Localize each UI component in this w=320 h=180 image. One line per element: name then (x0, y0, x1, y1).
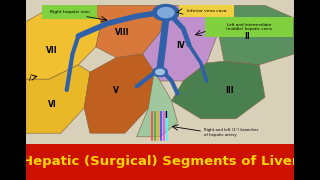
Circle shape (153, 68, 167, 76)
Polygon shape (212, 5, 294, 65)
Text: V: V (113, 86, 119, 94)
Polygon shape (142, 5, 218, 81)
FancyBboxPatch shape (294, 0, 306, 180)
Circle shape (156, 69, 164, 75)
Text: Left and intermediate
(middle) hepatic veins: Left and intermediate (middle) hepatic v… (226, 23, 272, 31)
Circle shape (158, 8, 174, 18)
Text: I: I (29, 76, 31, 82)
Text: I: I (164, 111, 167, 120)
Text: Inferior vena cava: Inferior vena cava (187, 9, 227, 13)
FancyBboxPatch shape (14, 144, 306, 180)
FancyBboxPatch shape (26, 0, 294, 144)
Text: III: III (226, 86, 234, 94)
Polygon shape (172, 61, 265, 119)
Text: Hepatic (Surgical) Segments of Liver: Hepatic (Surgical) Segments of Liver (22, 156, 298, 168)
Text: II: II (244, 31, 250, 40)
Text: Right and left (1°) branches
of hepatic artery: Right and left (1°) branches of hepatic … (204, 128, 258, 137)
Text: VII: VII (46, 46, 58, 55)
Text: Right hepatic vein: Right hepatic vein (50, 10, 90, 14)
Text: IV: IV (176, 40, 185, 50)
Polygon shape (26, 5, 102, 79)
Text: VIII: VIII (115, 28, 129, 37)
Circle shape (153, 4, 179, 21)
FancyBboxPatch shape (14, 0, 26, 180)
FancyBboxPatch shape (205, 17, 293, 37)
Text: VI: VI (48, 100, 56, 109)
Polygon shape (137, 72, 178, 137)
Polygon shape (26, 65, 90, 133)
Polygon shape (84, 54, 154, 133)
FancyBboxPatch shape (179, 4, 234, 17)
Polygon shape (90, 5, 166, 58)
FancyBboxPatch shape (42, 5, 97, 19)
